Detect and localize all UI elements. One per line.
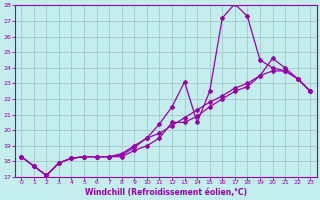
X-axis label: Windchill (Refroidissement éolien,°C): Windchill (Refroidissement éolien,°C) (85, 188, 247, 197)
